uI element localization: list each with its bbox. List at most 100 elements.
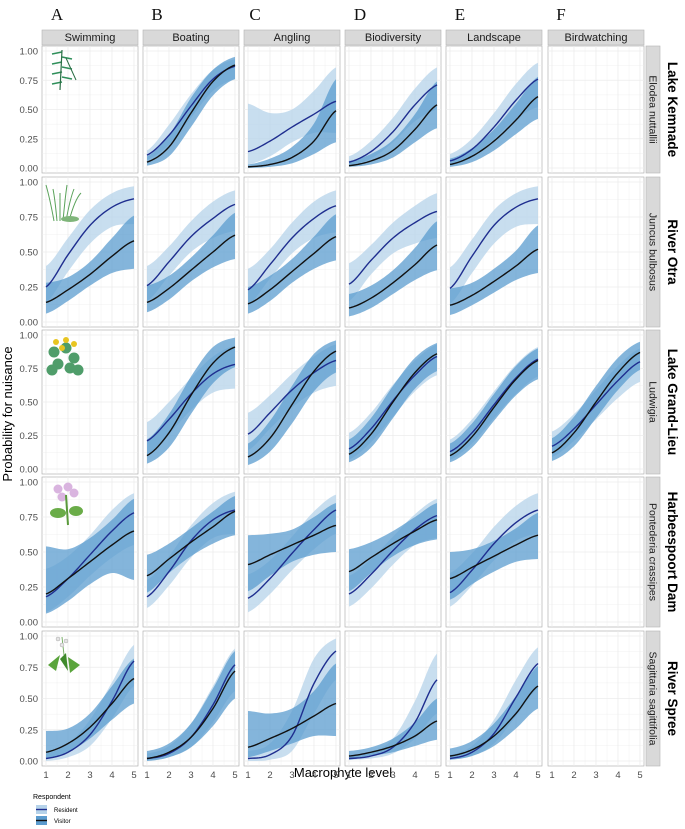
- visitor-line: [146, 234, 236, 304]
- x-tick-label: 2: [166, 770, 171, 781]
- x-tick-label: 3: [289, 770, 294, 781]
- panel-lake-grand-lieu-landscape: [445, 329, 543, 475]
- resident-line: [348, 210, 438, 285]
- panel-harbeespoort-dam-angling: [243, 476, 341, 628]
- panel-harbeespoort-dam-landscape: [445, 476, 543, 628]
- facet-title-landscape: Landscape: [467, 32, 521, 44]
- resident-line: [348, 84, 438, 163]
- x-tick-label: 3: [390, 770, 395, 781]
- resident-line: [146, 509, 236, 598]
- y-tick-label: 0.75: [20, 364, 39, 375]
- row-strip-0: [645, 45, 661, 174]
- y-tick-label: 0.75: [20, 76, 39, 87]
- visitor-line: [45, 530, 135, 595]
- visitor-line: [348, 244, 438, 309]
- row-title-site: Harbeespoort Dam: [665, 492, 680, 613]
- resident-line: [449, 78, 539, 162]
- y-tick-label: 0.75: [20, 213, 39, 224]
- x-tick-label: 1: [245, 770, 250, 781]
- visitor-confidence-band: [147, 212, 235, 313]
- panel-river-spree-swimming: [41, 630, 139, 767]
- y-tick-label: 0.75: [20, 513, 39, 524]
- resident-confidence-band: [450, 186, 538, 304]
- x-tick-label: 2: [267, 770, 272, 781]
- ludwigia-flower: [59, 345, 65, 351]
- y-tick-label: 1.00: [20, 178, 39, 189]
- visitor-line: [146, 346, 236, 457]
- y-tick-label: 0.00: [20, 318, 39, 329]
- ludwigia-flower: [63, 337, 69, 343]
- panel-harbeespoort-dam-biodiversity: [344, 476, 442, 628]
- y-tick-label: 0.25: [20, 134, 39, 145]
- panel-river-otra-swimming: [41, 176, 139, 328]
- visitor-confidence-band: [147, 56, 235, 166]
- visitor-line: [551, 351, 641, 454]
- row-strip-species: Ludwigia: [647, 381, 659, 423]
- juncus-blade: [45, 184, 55, 222]
- panel-lake-grand-lieu-angling: [243, 329, 341, 475]
- sagittaria-flower: [63, 638, 69, 644]
- legend-title: Respondent: [33, 794, 71, 801]
- visitor-line: [449, 248, 539, 306]
- x-tick-label: 3: [491, 770, 496, 781]
- y-tick-label: 0.25: [20, 283, 39, 294]
- column-letter-d: D: [354, 5, 366, 24]
- panel-harbeespoort-dam-birdwatching: [547, 476, 645, 628]
- ludwigia-flower: [71, 341, 77, 347]
- panel-river-otra-boating: [142, 176, 240, 328]
- y-tick-label: 1.00: [20, 331, 39, 342]
- x-tick-label: 5: [434, 770, 439, 781]
- elodea-plant-icon: [51, 49, 77, 91]
- facet-strip-swimming: [41, 29, 139, 46]
- row-strip-4: [645, 630, 661, 767]
- resident-line: [449, 198, 539, 289]
- x-tick-label: 5: [232, 770, 237, 781]
- row-title-site: Lake Grand-Lieu: [665, 349, 680, 456]
- row-strip-1: [645, 176, 661, 328]
- y-tick-label: 1.00: [20, 47, 39, 58]
- resident-confidence-band: [46, 186, 134, 303]
- resident-line: [348, 679, 438, 760]
- panel-lake-kemnade-biodiversity: [344, 45, 442, 174]
- sagittaria-leaf: [48, 655, 60, 671]
- x-tick-label: 2: [65, 770, 70, 781]
- panel-river-spree-boating: [142, 630, 240, 767]
- resident-line: [348, 355, 438, 450]
- x-tick-label: 2: [368, 770, 373, 781]
- visitor-line: [348, 104, 438, 167]
- y-axis-title: Probability for nuisance: [0, 346, 15, 481]
- facet-strip-birdwatching: [547, 29, 645, 46]
- legend-label-resident: Resident: [54, 808, 78, 814]
- ludwigia-plant-icon: [46, 337, 84, 376]
- visitor-line: [247, 702, 337, 748]
- visitor-line: [146, 64, 236, 163]
- panel-lake-grand-lieu-birdwatching: [547, 329, 645, 475]
- panel-river-otra-birdwatching: [547, 176, 645, 328]
- sagittaria-flower: [55, 636, 61, 642]
- visitor-confidence-band: [248, 503, 336, 592]
- ludwigia-leaf: [68, 352, 80, 364]
- y-tick-label: 0.25: [20, 431, 39, 442]
- resident-line: [247, 509, 337, 599]
- pontederia-leaf: [50, 508, 66, 518]
- panel-harbeespoort-dam-boating: [142, 476, 240, 628]
- facet-title-swimming: Swimming: [65, 32, 116, 44]
- y-tick-label: 0.50: [20, 694, 39, 705]
- x-tick-label: 1: [447, 770, 452, 781]
- x-tick-label: 4: [412, 770, 417, 781]
- visitor-confidence-band: [248, 663, 336, 758]
- visitor-confidence-band: [450, 666, 538, 760]
- visitor-line: [247, 235, 337, 305]
- ludwigia-leaf: [60, 342, 72, 354]
- visitor-line: [449, 534, 539, 580]
- visitor-line: [247, 110, 337, 168]
- panel-lake-kemnade-boating: [142, 45, 240, 174]
- visitor-line: [247, 524, 337, 566]
- resident-confidence-band: [248, 67, 336, 165]
- visitor-confidence-band: [46, 498, 134, 614]
- pontederia-stem: [65, 494, 69, 526]
- resident-line: [146, 65, 236, 156]
- row-title-site: River Otra: [665, 219, 680, 285]
- facet-title-angling: Angling: [274, 32, 311, 44]
- x-tick-label: 5: [535, 770, 540, 781]
